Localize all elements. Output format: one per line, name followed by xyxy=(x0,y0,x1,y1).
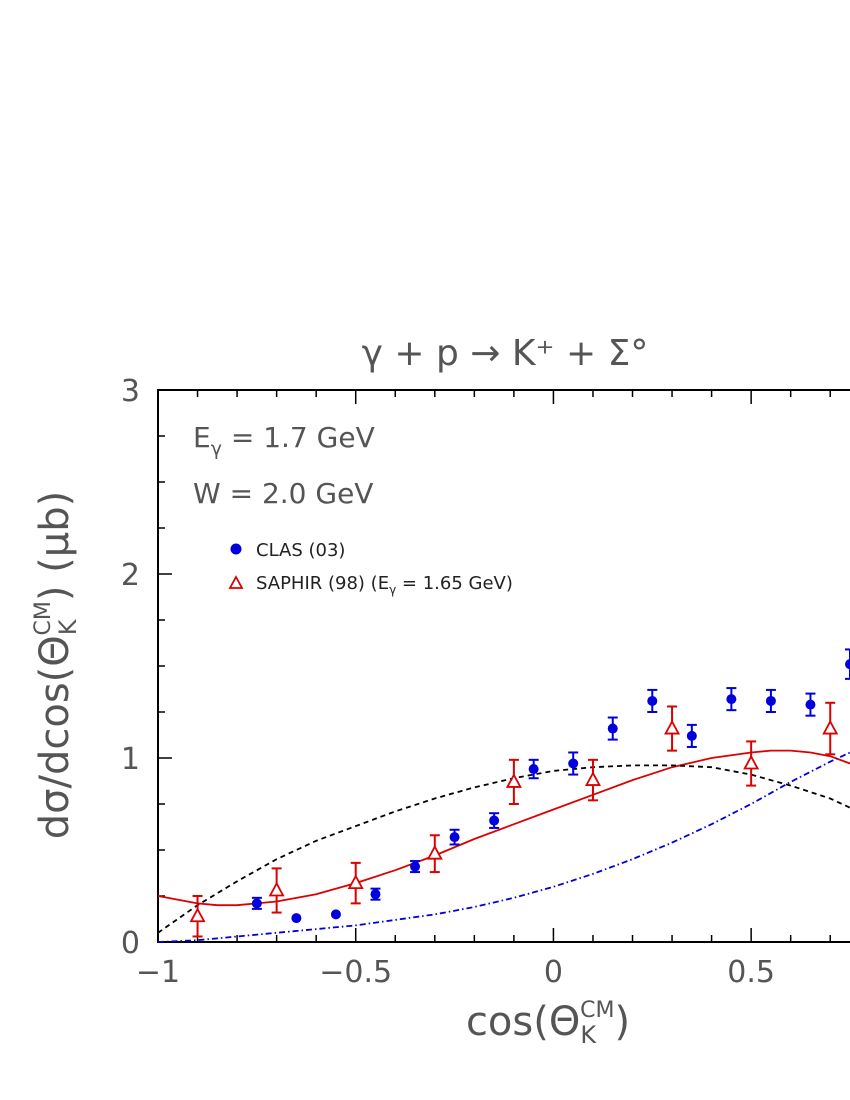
annotation-w: W = 2.0 GeV xyxy=(193,477,373,510)
y-tick-label: 2 xyxy=(121,558,140,593)
plot-border xyxy=(157,389,850,943)
point-clas xyxy=(410,861,421,872)
x-tick-label: 0 xyxy=(544,955,563,990)
point-clas xyxy=(686,730,697,741)
x-axis: −1 −0.5 0 0.5 xyxy=(136,390,831,990)
data-points xyxy=(189,648,850,938)
point-clas xyxy=(647,695,658,706)
chart-title: γ + p → K⁺ + Σ° xyxy=(362,333,649,374)
plot-frame xyxy=(157,389,850,943)
y-tick-label: 3 xyxy=(121,374,140,409)
legend-label-clas: CLAS (03) xyxy=(256,540,345,561)
point-clas xyxy=(528,764,539,775)
x-tick-label: −0.5 xyxy=(319,955,392,990)
legend: CLAS (03) SAPHIR (98) (Eγ = 1.65 GeV) xyxy=(228,540,513,597)
point-clas xyxy=(726,694,737,705)
point-clas xyxy=(765,695,776,706)
x-tick-label: 0.5 xyxy=(727,955,775,990)
curve-dashed xyxy=(157,764,850,934)
point-clas xyxy=(251,898,262,909)
point-clas xyxy=(330,909,341,920)
x-axis-title: cos(ΘKCM) xyxy=(466,998,630,1049)
y-tick-label: 1 xyxy=(121,742,140,777)
x-tick-label: −1 xyxy=(136,955,180,990)
point-clas xyxy=(370,889,381,900)
annotations: Eγ = 1.7 GeV W = 2.0 GeV xyxy=(193,421,375,510)
point-saphir xyxy=(347,874,364,890)
point-saphir xyxy=(584,771,601,786)
point-clas xyxy=(291,913,302,924)
y-axis: 0 1 2 3 xyxy=(121,374,172,961)
legend-marker-clas xyxy=(230,543,242,555)
point-saphir xyxy=(822,719,839,735)
point-clas xyxy=(805,699,816,710)
point-saphir xyxy=(505,773,522,788)
model-curves xyxy=(157,749,850,943)
y-axis-title: dσ/dcos(ΘKCM) (μb) xyxy=(31,491,82,839)
annotation-energy: Eγ = 1.7 GeV xyxy=(193,421,375,460)
point-saphir xyxy=(189,907,206,923)
point-saphir xyxy=(743,754,760,770)
y-tick-label: 0 xyxy=(121,926,140,961)
point-clas xyxy=(489,815,500,826)
point-clas xyxy=(568,758,579,769)
point-saphir xyxy=(268,881,285,897)
point-clas xyxy=(607,723,618,734)
point-clas xyxy=(845,659,850,670)
point-clas xyxy=(449,832,460,843)
point-saphir xyxy=(426,844,443,860)
legend-marker-saphir xyxy=(228,575,244,589)
legend-label-saphir: SAPHIR (98) (Eγ = 1.65 GeV) xyxy=(256,573,513,597)
point-saphir xyxy=(664,719,681,735)
